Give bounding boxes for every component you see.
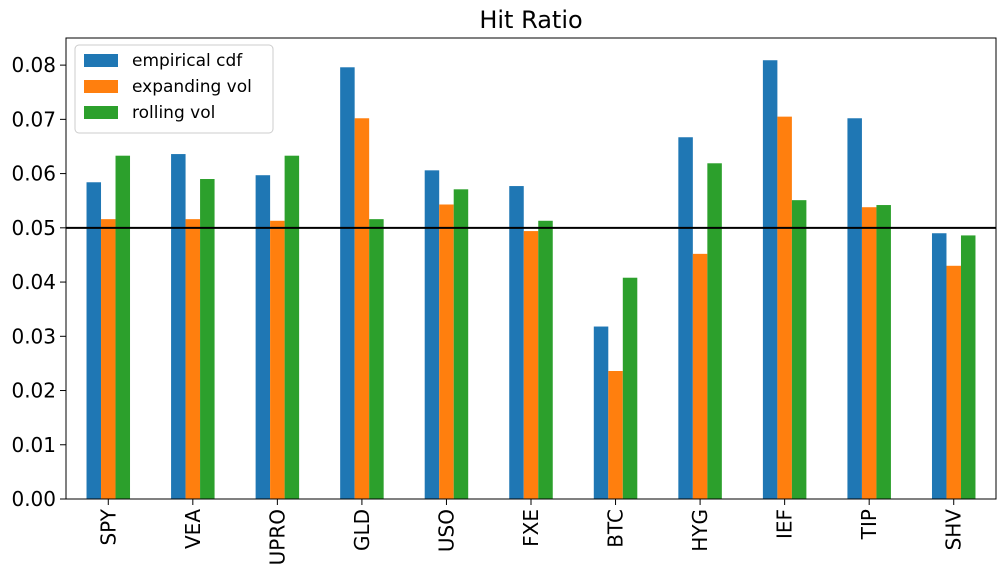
bar — [876, 205, 891, 499]
bar — [509, 186, 524, 499]
bar — [762, 60, 778, 499]
x-tick-label: HYG — [688, 509, 712, 552]
bar — [284, 155, 300, 499]
legend-swatch — [84, 80, 118, 93]
bar — [101, 219, 116, 500]
x-tick-label: VEA — [181, 509, 205, 549]
bar — [791, 200, 807, 500]
bars — [86, 60, 976, 500]
chart-title: Hit Ratio — [479, 6, 582, 34]
x-tick-label: USO — [434, 509, 458, 552]
bar — [608, 371, 623, 499]
legend-label: empirical cdf — [132, 51, 243, 71]
bar — [523, 231, 539, 500]
bar — [354, 118, 370, 499]
legend-swatch — [84, 54, 118, 67]
x-tick-label: FXE — [519, 509, 543, 547]
y-tick-label: 0.07 — [11, 107, 56, 131]
y-tick-label: 0.03 — [11, 324, 56, 348]
bar — [171, 154, 186, 499]
bar — [200, 179, 215, 499]
y-axis: 0.00 0.01 0.02 0.03 0.04 0.05 0.06 0.07 0.08 — [11, 53, 66, 511]
legend-box — [74, 44, 274, 134]
bar — [622, 277, 638, 499]
x-tick-label: SPY — [96, 508, 120, 545]
plot-frame — [65, 37, 997, 500]
legend-label: rolling vol — [132, 103, 215, 123]
bar — [538, 220, 553, 499]
x-tick-label: GLD — [350, 509, 374, 551]
legend-label: expanding vol — [132, 77, 252, 97]
x-axis: SPY VEA UPRO GLD USO FXE BTC HYG IEF TIP SHV — [96, 499, 966, 565]
bar — [86, 182, 102, 500]
x-tick-label: IEF — [773, 509, 797, 539]
x-tick-label: UPRO — [265, 509, 289, 565]
bar — [439, 204, 454, 499]
legend: empirical cdf expanding vol rolling vol — [74, 44, 274, 134]
y-tick-label: 0.08 — [11, 53, 56, 77]
y-tick-label: 0.01 — [11, 433, 56, 457]
bar — [692, 253, 708, 499]
bar — [185, 219, 201, 500]
bar — [340, 67, 355, 500]
bar — [861, 207, 877, 499]
x-tick-label: BTC — [604, 509, 628, 548]
x-tick-label: SHV — [942, 509, 966, 551]
y-tick-label: 0.06 — [11, 162, 56, 186]
bar — [115, 155, 131, 499]
bar — [453, 189, 469, 499]
bar — [847, 118, 862, 499]
x-tick-label: TIP — [857, 509, 881, 540]
y-tick-label: 0.05 — [11, 216, 56, 240]
y-tick-label: 0.02 — [11, 379, 56, 403]
bar — [369, 219, 384, 500]
bar — [777, 116, 792, 499]
bar — [678, 137, 693, 499]
legend-swatch — [84, 106, 118, 119]
bar — [960, 235, 976, 499]
y-tick-label: 0.00 — [11, 487, 56, 511]
bar — [946, 265, 961, 499]
bar — [707, 163, 722, 500]
bar — [593, 326, 609, 499]
bar — [931, 233, 947, 499]
bar — [424, 170, 440, 500]
bar — [270, 220, 285, 499]
y-tick-label: 0.04 — [11, 270, 56, 294]
bar — [255, 175, 271, 499]
